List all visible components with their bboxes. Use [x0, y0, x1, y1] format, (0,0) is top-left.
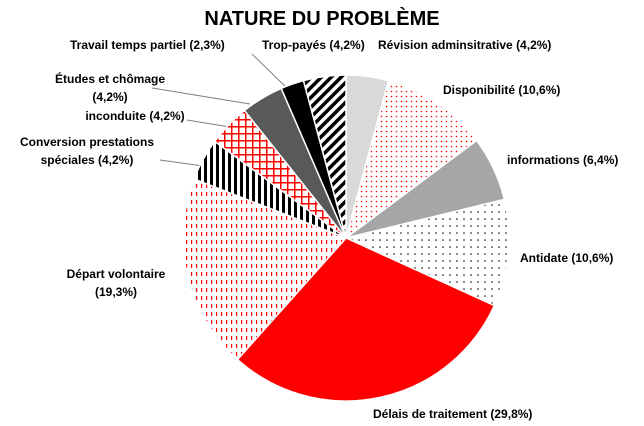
category-name: Disponibilité	[443, 83, 515, 97]
category-name: informations	[507, 153, 580, 167]
chart-title: NATURE DU PROBLÈME	[204, 8, 440, 30]
pie-slice	[236, 237, 496, 402]
slice-label: Études et chômage (4,2%)	[40, 70, 180, 106]
category-name: Trop-payés	[262, 38, 327, 52]
category-name: Révision adminsitrative	[378, 38, 513, 52]
slice-label: inconduite (4,2%)	[80, 107, 190, 125]
pie-slice	[343, 198, 510, 307]
value-label: (4,2%)	[516, 38, 552, 52]
category-name: Études et chômage	[54, 72, 166, 86]
value-label: (4,2%)	[98, 153, 134, 167]
category-name: Délais de traitement	[373, 407, 488, 421]
value-label: (29,8%)	[490, 407, 533, 421]
slice-label: Travail temps partiel (2,3%)	[70, 36, 255, 54]
category-name: Départ volontaire	[66, 267, 166, 281]
slice-label: informations (6,4%)	[507, 151, 637, 169]
pie-slice	[182, 177, 348, 361]
slice-label: Révision adminsitrative (4,2%)	[378, 36, 608, 54]
slice-label: Conversion prestations spéciales (4,2%)	[8, 133, 166, 169]
value-label: (4,2%)	[92, 90, 128, 104]
value-label: (6,4%)	[583, 153, 619, 167]
slice-label: Trop-payés (4,2%)	[262, 36, 377, 54]
value-label: (4,2%)	[149, 109, 185, 123]
pie-slice	[344, 79, 478, 240]
pie-slice	[302, 74, 347, 239]
leader-line	[251, 53, 290, 91]
value-label: (10,6%)	[518, 83, 561, 97]
category-name: inconduite	[85, 109, 146, 123]
slice-label: Départ volontaire (19,3%)	[46, 265, 186, 301]
slice-label: Disponibilité (10,6%)	[443, 81, 583, 99]
value-label: (10,6%)	[571, 251, 614, 265]
leader-line	[159, 159, 204, 167]
slice-label: Antidate (10,6%)	[520, 249, 635, 267]
value-label: (2,3%)	[189, 38, 225, 52]
leader-line	[151, 87, 251, 105]
category-name: Travail temps partiel	[70, 38, 187, 52]
value-label: (4,2%)	[329, 38, 365, 52]
value-label: (19,3%)	[94, 285, 138, 299]
slice-label: Délais de traitement (29,8%)	[373, 405, 563, 423]
category-name: Conversion prestations spéciales	[19, 135, 155, 167]
category-name: Antidate	[520, 251, 568, 265]
